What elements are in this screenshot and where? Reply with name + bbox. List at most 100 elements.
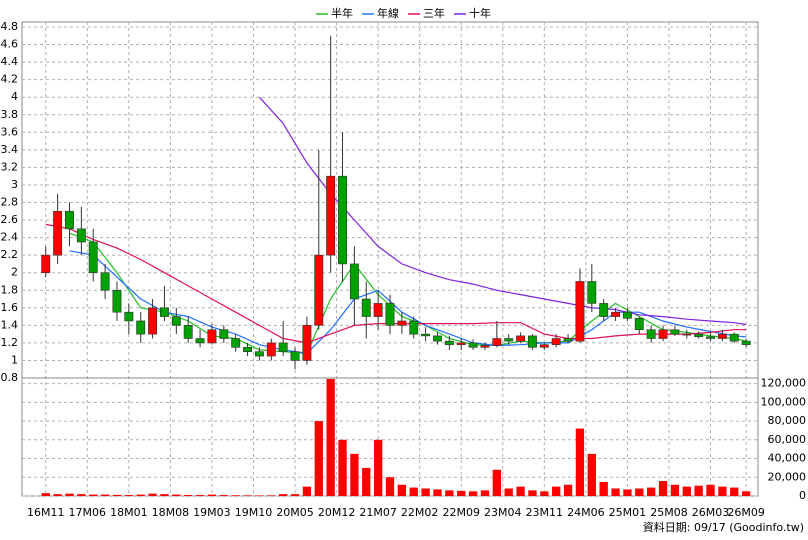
volume-bar <box>409 487 418 496</box>
volume-bar <box>706 484 715 496</box>
volume-bar <box>314 421 323 496</box>
candle-body <box>326 175 336 256</box>
y-tick-label: 1.4 <box>1 318 19 331</box>
volume-bar <box>172 494 181 496</box>
legend-label: 年線 <box>377 6 399 20</box>
volume-bar <box>445 490 454 496</box>
candle-body <box>622 311 632 319</box>
candle-body <box>468 342 478 348</box>
volume-bar <box>112 494 122 496</box>
candle-body <box>421 333 431 337</box>
volume-bar <box>599 481 608 496</box>
candle-body <box>278 342 288 352</box>
y-tick-label: 1.6 <box>1 301 19 314</box>
candle-body <box>53 210 63 256</box>
y-tick-label: 4 <box>11 90 18 103</box>
x-tick-label: 22M02 <box>401 506 439 519</box>
legend-label: 十年 <box>469 6 491 20</box>
volume-bar <box>623 489 632 496</box>
y-tick-label: 4.6 <box>1 38 19 51</box>
candle-body <box>634 318 644 331</box>
candle-body <box>361 298 371 317</box>
footer: 資料日期: 09/17 (Goodinfo.tw) <box>643 520 804 534</box>
x-tick-label: 23M04 <box>484 506 522 519</box>
y-tick-label: 0.8 <box>1 371 19 384</box>
candle-body <box>527 335 537 348</box>
volume-bar <box>421 488 430 496</box>
volume-bar <box>207 494 217 496</box>
volume-bar <box>195 495 205 496</box>
volume-bar <box>65 493 74 496</box>
volume-bar <box>528 490 537 496</box>
candle-body <box>587 281 597 304</box>
volume-bar <box>373 439 383 496</box>
candle-body <box>409 320 419 335</box>
volume-bar <box>338 439 347 496</box>
x-tick-label: 17M06 <box>69 506 107 519</box>
volume-bar <box>682 486 691 496</box>
candle-body <box>76 228 86 243</box>
volume-bar <box>587 453 596 496</box>
candle-body <box>433 335 442 342</box>
candle-body <box>171 316 181 326</box>
volume-bar <box>552 486 561 496</box>
volume-bar <box>730 487 739 496</box>
y-tick-label: 4.8 <box>1 20 19 33</box>
volume-bar <box>694 485 703 496</box>
volume-bar <box>516 486 525 496</box>
candle-body <box>302 325 312 361</box>
candle-body <box>195 338 205 344</box>
candle-body <box>65 210 74 230</box>
x-tick-label: 21M07 <box>359 506 397 519</box>
candle-body <box>682 333 692 336</box>
volume-bar <box>184 495 193 496</box>
candle-body <box>456 342 466 345</box>
volume-bar <box>89 494 98 496</box>
volume-bar <box>540 491 549 496</box>
x-tick-label: 26M09 <box>727 506 765 519</box>
x-tick-label: 19M10 <box>235 506 273 519</box>
x-tick-label: 25M08 <box>650 506 688 519</box>
y2-tick-label: 100,000 <box>761 395 807 408</box>
y-tick-label: 3.6 <box>1 125 19 138</box>
volume-bar <box>658 481 668 496</box>
candle-body <box>88 241 98 274</box>
candle-body <box>183 325 193 339</box>
candle-body <box>254 351 264 357</box>
volume-bar <box>41 493 50 496</box>
x-tick-label: 18M08 <box>152 506 190 519</box>
y-tick-label: 2.8 <box>1 196 19 209</box>
candle-body <box>706 336 715 339</box>
x-tick-label: 18M01 <box>110 506 148 519</box>
volume-bar <box>718 486 727 496</box>
candle-body <box>646 329 656 339</box>
y-tick-label: 3.4 <box>1 143 19 156</box>
volume-bar <box>563 484 573 496</box>
y2-tick-label: 80,000 <box>768 414 807 427</box>
candle-body <box>480 345 490 348</box>
candle-body <box>266 342 276 357</box>
y2-tick-label: 120,000 <box>761 377 807 390</box>
y-tick-label: 2.6 <box>1 213 19 226</box>
candle-body <box>385 303 395 326</box>
x-tick-label: 22M09 <box>442 506 480 519</box>
volume-bar <box>468 491 478 496</box>
candle-body <box>717 333 727 339</box>
candle-body <box>492 338 502 346</box>
candle-body <box>504 338 514 342</box>
volume-bar <box>160 494 169 496</box>
candle-body <box>231 338 241 348</box>
x-tick-label: 23M11 <box>526 506 564 519</box>
volume-bar <box>397 484 407 496</box>
volume-bar <box>302 486 312 496</box>
volume-bar <box>350 453 359 496</box>
volume-bar <box>457 490 466 496</box>
candle-body <box>159 307 169 317</box>
volume-bar <box>279 494 288 496</box>
volume-bar <box>243 495 252 496</box>
volume-bar <box>635 488 644 496</box>
y-tick-label: 3 <box>11 178 18 191</box>
volume-bar <box>480 490 490 496</box>
candle-body <box>575 281 585 342</box>
